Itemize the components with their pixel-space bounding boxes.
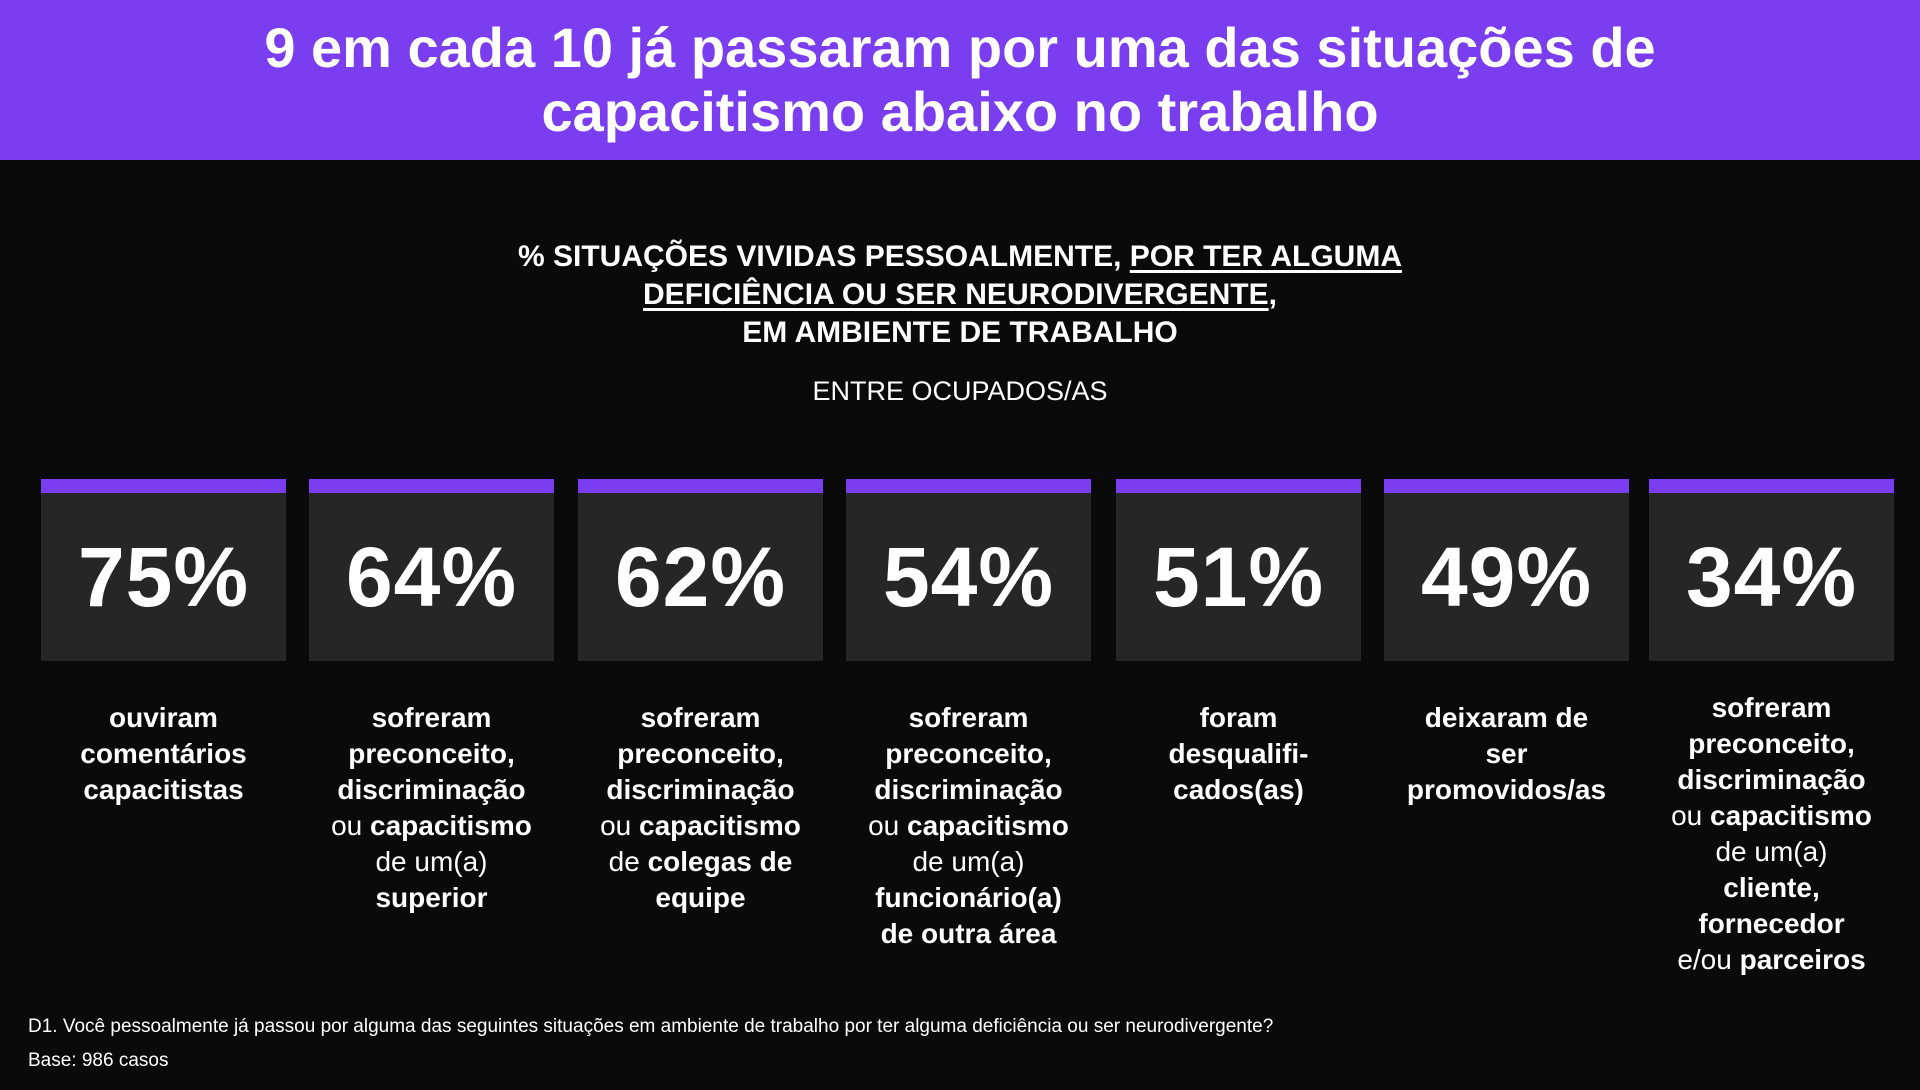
stat-card-7: 34% [1649, 479, 1894, 661]
subtitle-line-1: % SITUAÇÕES VIVIDAS PESSOALMENTE, POR TE… [0, 238, 1920, 276]
desc-line: sofreram [640, 702, 761, 733]
stat-value: 62% [614, 529, 787, 624]
stat-description-2: sofreram preconceito, discriminação ou c… [309, 700, 554, 916]
desc-text-bold: capacitismo [1710, 800, 1872, 831]
card-accent-bar [41, 479, 286, 493]
stat-card-3: 62% [578, 479, 823, 661]
stat-description-4: sofreram preconceito, discriminação ou c… [846, 700, 1091, 952]
desc-line: sofreram [908, 702, 1029, 733]
desc-line: ouviram [109, 702, 218, 733]
desc-line: ou capacitismo [1649, 798, 1894, 834]
desc-line: preconceito, [348, 738, 515, 769]
stat-description-5: foram desqualifi- cados(as) [1116, 700, 1361, 808]
card-accent-bar [846, 479, 1091, 493]
desc-line: deixaram de [1424, 702, 1589, 733]
stat-value: 51% [1152, 529, 1325, 624]
stat-card-4: 54% [846, 479, 1091, 661]
stat-value: 54% [882, 529, 1055, 624]
desc-text-bold: capacitismo [907, 810, 1069, 841]
desc-line: promovidos/as [1406, 774, 1607, 805]
desc-line: superior [375, 882, 488, 913]
desc-line: preconceito, [1688, 728, 1855, 759]
desc-text: ou [600, 810, 640, 841]
desc-line: sofreram [1711, 692, 1832, 723]
desc-text-bold: colegas de [647, 846, 793, 877]
page-title-line-2: capacitismo abaixo no trabalho [541, 80, 1379, 143]
desc-text: ou [868, 810, 908, 841]
desc-line: capacitistas [83, 774, 244, 805]
desc-line: de colegas de [578, 844, 823, 880]
filter-label: ENTRE OCUPADOS/AS [812, 376, 1108, 406]
footnote-question: D1. Você pessoalmente já passou por algu… [28, 1016, 1274, 1037]
desc-text-bold: capacitismo [639, 810, 801, 841]
desc-line: foram [1199, 702, 1278, 733]
desc-line: discriminação [337, 774, 526, 805]
card-accent-bar [1116, 479, 1361, 493]
stat-description-1: ouviram comentários capacitistas [41, 700, 286, 808]
stat-value: 75% [77, 529, 250, 624]
desc-line: sofreram [371, 702, 492, 733]
desc-text: ou [1671, 800, 1711, 831]
stat-card-1: 75% [41, 479, 286, 661]
card-accent-bar [1649, 479, 1894, 493]
desc-line: preconceito, [885, 738, 1052, 769]
card-accent-bar [309, 479, 554, 493]
stat-card-6: 49% [1384, 479, 1629, 661]
subtitle-line-2: DEFICIÊNCIA OU SER NEURODIVERGENTE, [0, 276, 1920, 314]
card-accent-bar [1384, 479, 1629, 493]
subtitle-line-3: EM AMBIENTE DE TRABALHO [742, 316, 1178, 349]
stat-description-7: sofreram preconceito, discriminação ou c… [1649, 690, 1894, 978]
desc-line: ser [1485, 738, 1528, 769]
subtitle-line-2-plain: , [1268, 278, 1277, 311]
desc-line: fornecedor [1698, 908, 1845, 939]
desc-line: discriminação [874, 774, 1063, 805]
footnote-base: Base: 986 casos [28, 1050, 169, 1071]
desc-line: comentários [80, 738, 247, 769]
subtitle-line-1-underlined: POR TER ALGUMA [1129, 240, 1402, 273]
desc-line: de outra área [880, 918, 1057, 949]
stat-description-6: deixaram de ser promovidos/as [1384, 700, 1629, 808]
desc-line: de um(a) [375, 846, 488, 877]
title-banner: 9 em cada 10 já passaram por uma das sit… [0, 0, 1920, 160]
subtitle-line-1-plain: % SITUAÇÕES VIVIDAS PESSOALMENTE, [518, 240, 1130, 273]
desc-line: ou capacitismo [846, 808, 1091, 844]
desc-line: de um(a) [912, 846, 1025, 877]
desc-text: ou [331, 810, 371, 841]
desc-line: desqualifi- [1168, 738, 1309, 769]
stat-card-5: 51% [1116, 479, 1361, 661]
stat-value: 34% [1685, 529, 1858, 624]
stat-card-2: 64% [309, 479, 554, 661]
desc-line: de um(a) [1715, 836, 1828, 867]
desc-line: cados(as) [1173, 774, 1304, 805]
desc-text: e/ou [1677, 944, 1740, 975]
page-title-line-1: 9 em cada 10 já passaram por uma das sit… [264, 16, 1656, 79]
chart-subtitle: % SITUAÇÕES VIVIDAS PESSOALMENTE, POR TE… [0, 238, 1920, 352]
card-accent-bar [578, 479, 823, 493]
desc-line: equipe [655, 882, 746, 913]
desc-line: discriminação [606, 774, 795, 805]
desc-text: de [608, 846, 648, 877]
stat-description-3: sofreram preconceito, discriminação ou c… [578, 700, 823, 916]
desc-line: preconceito, [617, 738, 784, 769]
desc-line: ou capacitismo [578, 808, 823, 844]
desc-text-bold: parceiros [1739, 944, 1866, 975]
desc-line: ou capacitismo [309, 808, 554, 844]
desc-line: e/ou parceiros [1649, 942, 1894, 978]
stat-value: 49% [1420, 529, 1593, 624]
desc-line: discriminação [1677, 764, 1866, 795]
desc-line: funcionário(a) [875, 882, 1062, 913]
subtitle-line-2-underlined: DEFICIÊNCIA OU SER NEURODIVERGENTE [643, 278, 1269, 311]
desc-line: cliente, [1723, 872, 1820, 903]
desc-text-bold: capacitismo [370, 810, 532, 841]
stat-value: 64% [345, 529, 518, 624]
